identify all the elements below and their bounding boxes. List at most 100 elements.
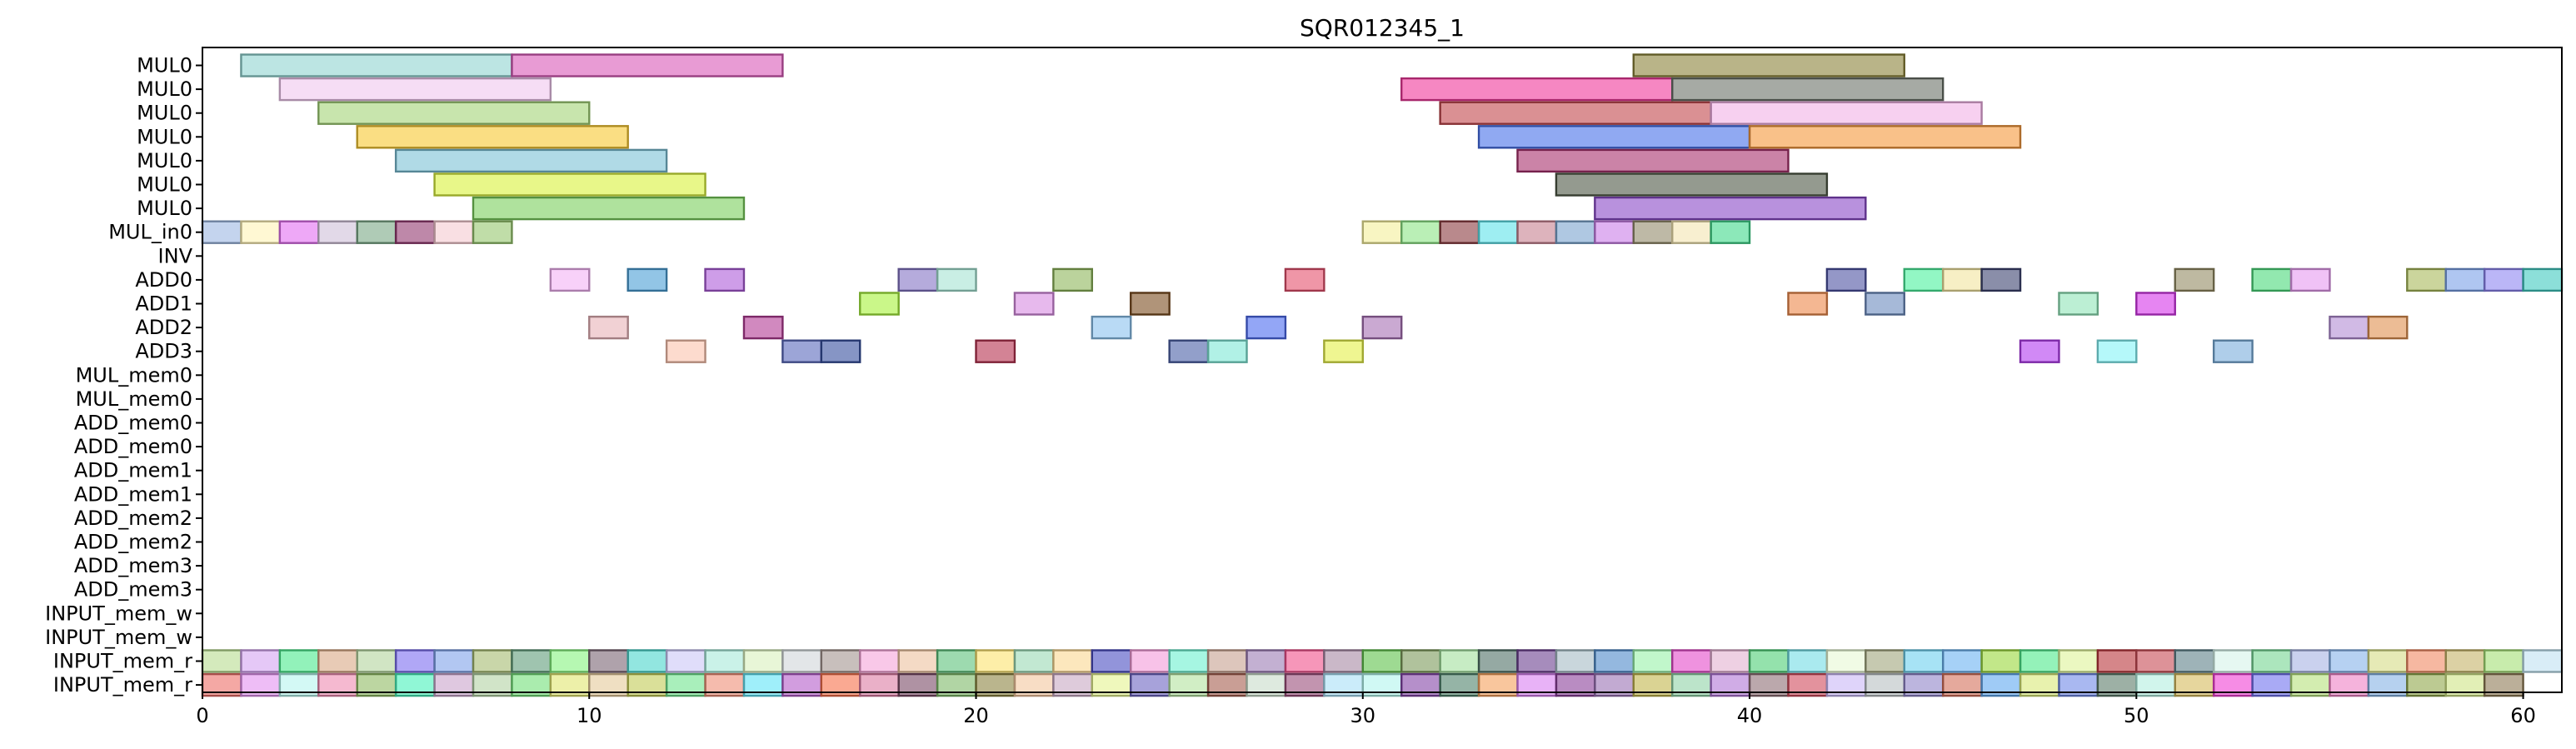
task-bar [1400, 220, 1441, 244]
y-tick-label: MUL_mem0 [76, 387, 192, 411]
input-read-bar [1013, 649, 1055, 673]
input-read-bar [704, 649, 746, 673]
task-bar [2367, 315, 2409, 340]
y-tick-label: ADD1 [135, 292, 192, 316]
input-read-bar [2251, 649, 2293, 673]
task-bar [317, 101, 591, 125]
x-axis: 0 10 20 30 40 50 60 [196, 692, 2536, 727]
input-read-bar [2329, 649, 2370, 673]
task-bar [1284, 267, 1325, 292]
input-read-bar [1710, 649, 1751, 673]
y-tick-label: MUL0 [137, 197, 192, 220]
task-bar [1516, 148, 1790, 173]
input-read-bar [2483, 649, 2524, 673]
task-bar [433, 220, 475, 244]
task-bar [1748, 125, 2022, 149]
task-bar [278, 220, 320, 244]
input-read-bar [897, 649, 939, 673]
task-bar [394, 148, 668, 173]
input-read-bar [1865, 649, 1905, 673]
input-read-bar [781, 649, 823, 673]
input-read-bar [2096, 649, 2138, 673]
input-read-bar [1980, 649, 2022, 673]
task-bar [1632, 220, 1674, 244]
input-read-bar [1284, 649, 1325, 673]
y-tick-label: MUL_mem0 [76, 363, 192, 387]
input-read-bar [201, 649, 242, 673]
x-tick-label: 10 [577, 704, 602, 727]
task-bar [627, 267, 668, 292]
y-tick-label: INPUT_mem_w [45, 602, 192, 625]
input-read-bar [1670, 649, 1712, 673]
input-read-bar [975, 649, 1016, 673]
task-bar [2522, 267, 2564, 292]
input-read-bar [1632, 649, 1674, 673]
task-bar [356, 220, 397, 244]
task-bar [859, 292, 900, 316]
input-read-bar [2058, 649, 2099, 673]
task-bar [2019, 339, 2060, 363]
task-bar [1516, 220, 1558, 244]
task-bar [472, 196, 746, 221]
y-tick-label: MUL0 [137, 173, 192, 197]
input-read-bar [742, 649, 784, 673]
input-read-bar [1130, 649, 1171, 673]
task-bar [1052, 267, 1094, 292]
task-bar [2483, 267, 2524, 292]
x-tick-label: 20 [963, 704, 989, 727]
task-bar [2251, 267, 2293, 292]
y-tick-label: MUL0 [137, 102, 192, 125]
input-read-bar [278, 649, 320, 673]
input-read-bar [1246, 649, 1287, 673]
y-tick-label: MUL0 [137, 77, 192, 101]
input-read-bar [2174, 649, 2215, 673]
input-read-bar [627, 649, 668, 673]
task-bar [1323, 339, 1364, 363]
input-read-bar [2406, 649, 2447, 673]
task-bar [201, 220, 242, 244]
task-bar [665, 339, 706, 363]
input-read-bar [859, 649, 900, 673]
task-bar [549, 267, 591, 292]
task-bar [1594, 196, 1867, 221]
task-bar [1130, 292, 1171, 316]
task-bar [1632, 53, 1905, 77]
y-tick-label: ADD_mem1 [74, 482, 192, 506]
task-bar [472, 220, 513, 244]
task-bar [1091, 315, 1132, 340]
input-read-bar [588, 649, 629, 673]
task-bar [1439, 220, 1480, 244]
x-tick-label: 50 [2124, 704, 2149, 727]
y-tick-label: ADD_mem2 [74, 507, 192, 530]
input-read-bar [820, 649, 861, 673]
task-bar [1825, 267, 1867, 292]
input-read-bar [2212, 649, 2254, 673]
y-tick-label: MUL0 [137, 149, 192, 172]
x-tick-label: 0 [196, 704, 208, 727]
task-bar [936, 267, 977, 292]
task-bar [1670, 220, 1712, 244]
task-bar [1439, 101, 1712, 125]
plot-frame [202, 47, 2563, 693]
task-bar [1903, 267, 1944, 292]
y-tick-label: ADD2 [135, 316, 192, 339]
chart-title: SQR012345_1 [1300, 14, 1465, 42]
input-read-bar [1091, 649, 1132, 673]
input-read-bar [1555, 649, 1596, 673]
task-bars [201, 53, 2564, 697]
task-bar [2174, 267, 2215, 292]
task-bar [1980, 267, 2022, 292]
y-tick-label: MUL_in0 [108, 221, 192, 244]
task-bar [588, 315, 629, 340]
input-read-bar [394, 649, 436, 673]
task-bar [1400, 77, 1674, 102]
y-tick-label: MUL0 [137, 54, 192, 77]
task-bar [1710, 220, 1751, 244]
input-read-bar [1206, 649, 1248, 673]
x-tick-label: 40 [1737, 704, 1763, 727]
task-bar [2135, 292, 2176, 316]
task-bar [1555, 172, 1829, 197]
y-tick-label: INPUT_mem_r [53, 650, 192, 673]
task-bar [704, 267, 746, 292]
